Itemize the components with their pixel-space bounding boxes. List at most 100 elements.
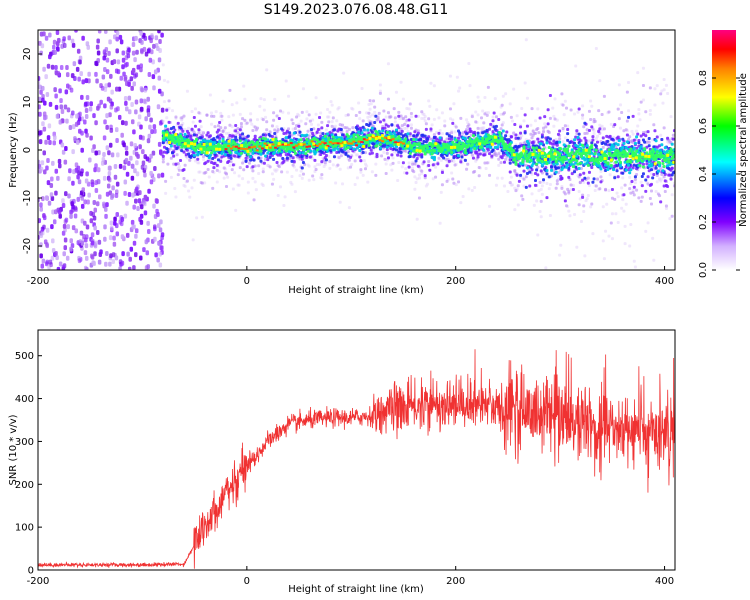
heatmap-cell: [527, 313, 530, 316]
heatmap-cell: [38, 139, 43, 145]
heatmap-cell: [405, 107, 409, 111]
heatmap-cell: [189, 149, 193, 153]
heatmap-cell: [369, 102, 373, 106]
heatmap-cell: [383, 157, 387, 161]
heatmap-cell: [148, 57, 153, 63]
heatmap-cell: [156, 257, 160, 263]
heatmap-cell: [397, 131, 401, 135]
heatmap-cell: [450, 131, 454, 135]
heatmap-cell: [211, 169, 215, 173]
heatmap-cell: [126, 53, 131, 59]
heatmap-cell: [76, 174, 80, 180]
heatmap-cell: [508, 158, 512, 162]
heatmap-cell: [365, 122, 369, 126]
heatmap-cell: [605, 202, 609, 206]
heatmap-cell: [83, 199, 87, 205]
heatmap-cell: [89, 135, 93, 141]
heatmap-cell: [173, 128, 177, 132]
heatmap-cell: [124, 145, 129, 151]
heatmap-cell: [465, 128, 469, 132]
heatmap-cell: [413, 153, 417, 157]
heatmap-cell: [412, 134, 416, 138]
heatmap-cell: [210, 160, 214, 164]
heatmap-cell: [513, 123, 517, 127]
heatmap-cell: [124, 100, 128, 106]
heatmap-cell: [197, 128, 201, 132]
heatmap-cell: [118, 266, 122, 270]
heatmap-cell: [228, 88, 232, 92]
heatmap-cell: [80, 147, 84, 153]
heatmap-cell: [650, 189, 654, 193]
heatmap-cell: [46, 135, 51, 141]
heatmap-cell: [228, 133, 232, 137]
heatmap-cell: [662, 126, 666, 130]
heatmap-cell: [115, 231, 120, 237]
heatmap-cell: [383, 126, 387, 130]
heatmap-cell: [99, 249, 103, 255]
heatmap-cell: [249, 118, 253, 122]
heatmap-cell: [118, 163, 123, 169]
heatmap-cell: [114, 255, 119, 261]
heatmap-cell: [607, 157, 611, 161]
heatmap-cell: [335, 150, 339, 154]
heatmap-cell: [583, 254, 587, 258]
heatmap-cell: [362, 128, 366, 132]
heatmap-cell: [430, 123, 434, 127]
heatmap-cell: [341, 182, 345, 186]
heatmap-cell: [337, 150, 341, 154]
heatmap-cell: [215, 163, 219, 167]
heatmap-cell: [115, 137, 119, 143]
heatmap-cell: [641, 66, 645, 70]
heatmap-cell: [206, 168, 210, 172]
heatmap-cell: [192, 178, 196, 182]
heatmap-cell: [394, 148, 398, 152]
heatmap-cell: [467, 123, 471, 127]
heatmap-cell: [631, 132, 635, 136]
heatmap-cell: [574, 135, 578, 139]
heatmap-cell: [538, 116, 542, 120]
heatmap-cell: [569, 188, 573, 192]
heatmap-cell: [597, 129, 601, 133]
heatmap-cell: [621, 176, 625, 180]
heatmap-cell: [221, 99, 225, 103]
heatmap-cell: [56, 175, 60, 181]
heatmap-cell: [85, 41, 90, 47]
heatmap-cell: [341, 123, 345, 127]
heatmap-cell: [451, 177, 455, 181]
heatmap-cell: [399, 154, 403, 158]
heatmap-cell: [61, 203, 66, 209]
heatmap-cell: [69, 213, 73, 219]
heatmap-cell: [157, 173, 161, 179]
heatmap-cell: [423, 114, 427, 118]
heatmap-cell: [652, 172, 656, 176]
heatmap-cell: [466, 121, 470, 125]
heatmap-cell: [370, 170, 374, 174]
heatmap-cell: [242, 158, 246, 162]
heatmap-cell: [591, 180, 595, 184]
heatmap-cell: [392, 150, 396, 154]
heatmap-cell: [385, 151, 389, 155]
heatmap-cell: [251, 169, 255, 173]
heatmap-cell: [291, 122, 295, 126]
heatmap-cell: [46, 157, 50, 163]
heatmap-cell: [90, 232, 95, 238]
heatmap-cell: [74, 121, 79, 127]
heatmap-cell: [455, 75, 459, 79]
heatmap-cell: [406, 132, 410, 136]
heatmap-cell: [158, 262, 163, 268]
heatmap-cell: [592, 177, 596, 181]
heatmap-cell: [157, 57, 162, 63]
heatmap-cell: [93, 225, 97, 231]
heatmap-cell: [38, 111, 42, 117]
heatmap-cell: [427, 163, 431, 167]
heatmap-cell: [344, 114, 348, 118]
heatmap-cell: [655, 180, 659, 184]
heatmap-cell: [542, 130, 546, 134]
heatmap-cell: [442, 156, 446, 160]
heatmap-cell: [558, 137, 562, 141]
heatmap-cell: [494, 115, 498, 119]
heatmap-cell: [585, 131, 589, 135]
heatmap-cell: [620, 110, 624, 114]
heatmap-cell: [234, 208, 238, 212]
heatmap-cell: [149, 153, 153, 159]
